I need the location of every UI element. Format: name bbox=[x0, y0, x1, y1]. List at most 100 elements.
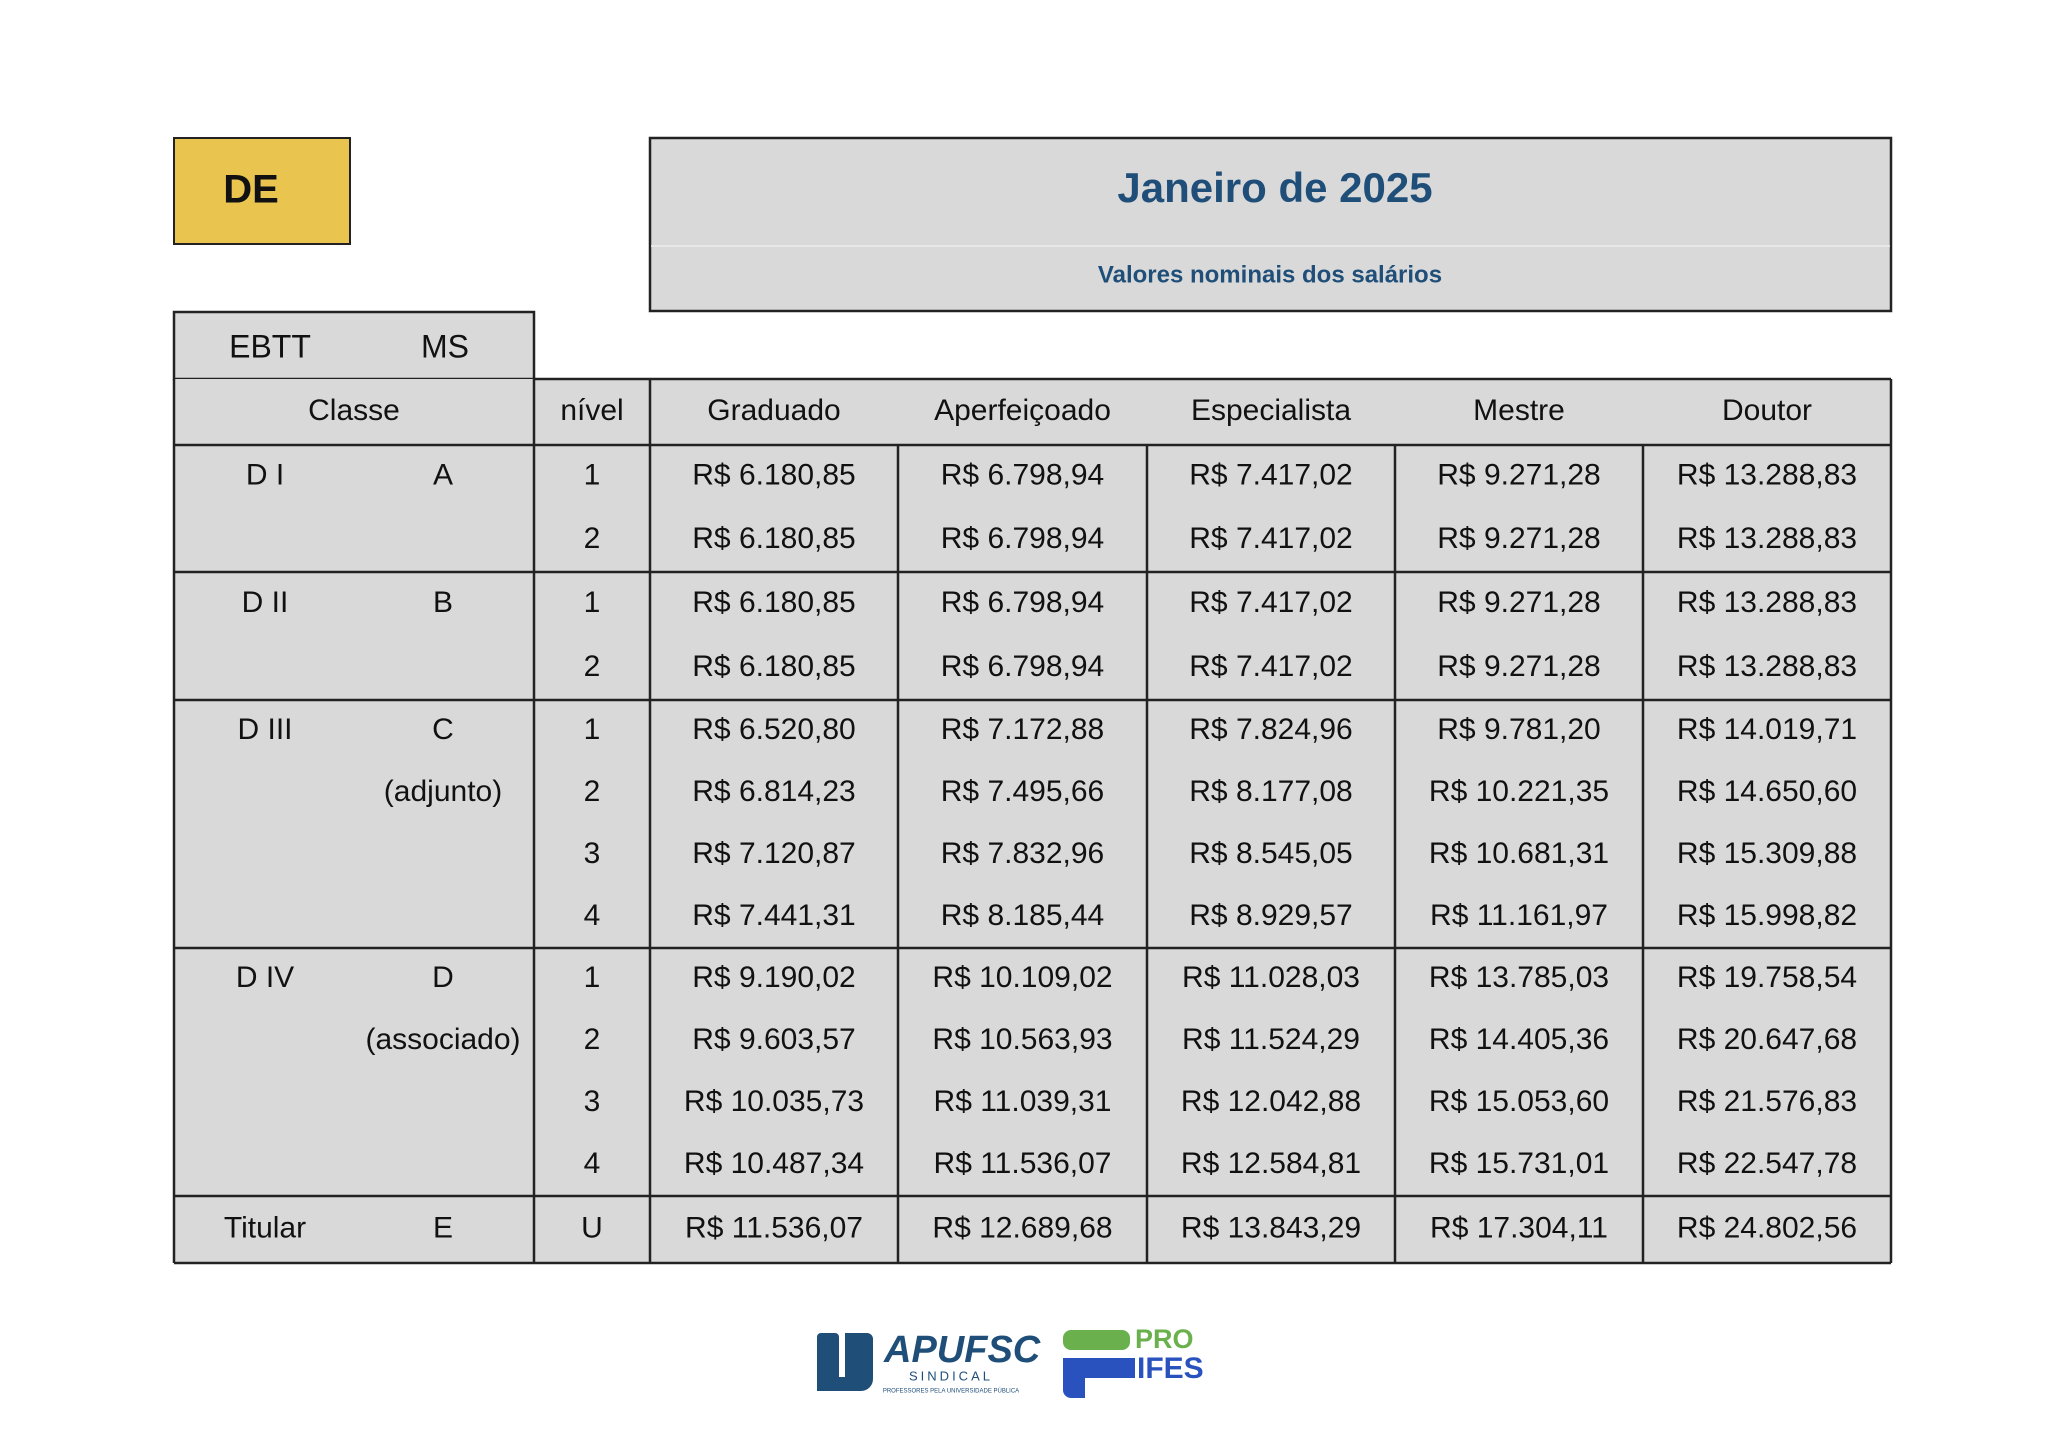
column-header: nível bbox=[560, 394, 623, 427]
salary: R$ 17.304,11 bbox=[1430, 1211, 1608, 1244]
column-header: Aperfeiçoado bbox=[934, 394, 1111, 427]
level: 1 bbox=[584, 586, 601, 619]
salary: R$ 14.650,60 bbox=[1677, 775, 1857, 808]
salary: R$ 7.832,96 bbox=[941, 837, 1104, 870]
salary: R$ 13.843,29 bbox=[1181, 1211, 1361, 1244]
ms-class-label: A bbox=[433, 459, 453, 492]
salary: R$ 13.288,83 bbox=[1677, 459, 1857, 492]
column-header: Graduado bbox=[707, 394, 840, 427]
salary: R$ 15.998,82 bbox=[1677, 899, 1857, 932]
salary: R$ 7.824,96 bbox=[1189, 713, 1352, 746]
salary: R$ 6.180,85 bbox=[692, 650, 855, 683]
level: 2 bbox=[584, 522, 601, 555]
ms-class-label: E bbox=[433, 1211, 453, 1244]
salary: R$ 6.798,94 bbox=[941, 650, 1104, 683]
level: 1 bbox=[584, 713, 601, 746]
salary: R$ 24.802,56 bbox=[1677, 1211, 1857, 1244]
salary: R$ 13.785,03 bbox=[1429, 961, 1609, 994]
column-header: Classe bbox=[308, 394, 400, 427]
class-label: D I bbox=[246, 459, 284, 492]
salary: R$ 14.405,36 bbox=[1429, 1023, 1609, 1056]
salary: R$ 13.288,83 bbox=[1677, 522, 1857, 555]
salary: R$ 20.647,68 bbox=[1677, 1023, 1857, 1056]
salary: R$ 6.180,85 bbox=[692, 586, 855, 619]
salary: R$ 9.190,02 bbox=[692, 961, 855, 994]
level: 3 bbox=[584, 837, 601, 870]
salary: R$ 9.781,20 bbox=[1437, 713, 1600, 746]
ms-class-label: D bbox=[432, 961, 454, 994]
logo-text: PROFESSORES PELA UNIVERSIDADE PÚBLICA bbox=[883, 1388, 1019, 1395]
salary: R$ 15.309,88 bbox=[1677, 837, 1857, 870]
column-header: Mestre bbox=[1473, 394, 1565, 427]
apufsc-logo: APUFSC SINDICAL PROFESSORES PELA UNIVERS… bbox=[817, 1329, 1041, 1395]
salary: R$ 7.172,88 bbox=[941, 713, 1104, 746]
ms-class-label: C bbox=[432, 713, 454, 746]
subtitle: Valores nominais dos salários bbox=[1098, 261, 1442, 288]
salary: R$ 19.758,54 bbox=[1677, 961, 1857, 994]
salary: R$ 22.547,78 bbox=[1677, 1147, 1857, 1180]
salary: R$ 10.221,35 bbox=[1429, 775, 1609, 808]
level: 1 bbox=[584, 961, 601, 994]
salary: R$ 11.536,07 bbox=[934, 1147, 1112, 1180]
level: 4 bbox=[584, 1147, 601, 1180]
salary: R$ 10.109,02 bbox=[932, 961, 1112, 994]
salary: R$ 7.417,02 bbox=[1189, 459, 1352, 492]
salary: R$ 7.441,31 bbox=[692, 899, 855, 932]
logo-text: SINDICAL bbox=[909, 1368, 993, 1383]
salary: R$ 11.028,03 bbox=[1182, 961, 1360, 994]
salary: R$ 6.520,80 bbox=[692, 713, 855, 746]
salary: R$ 21.576,83 bbox=[1677, 1085, 1857, 1118]
salary: R$ 7.417,02 bbox=[1189, 522, 1352, 555]
column-header: Doutor bbox=[1722, 394, 1812, 427]
level: U bbox=[581, 1211, 603, 1244]
salary: R$ 9.271,28 bbox=[1437, 522, 1600, 555]
salary: R$ 15.731,01 bbox=[1429, 1147, 1609, 1180]
salary: R$ 9.271,28 bbox=[1437, 650, 1600, 683]
salary: R$ 9.271,28 bbox=[1437, 586, 1600, 619]
level: 4 bbox=[584, 899, 601, 932]
salary: R$ 9.271,28 bbox=[1437, 459, 1600, 492]
salary: R$ 10.681,31 bbox=[1429, 837, 1609, 870]
salary: R$ 14.019,71 bbox=[1677, 713, 1857, 746]
salary: R$ 11.536,07 bbox=[685, 1211, 863, 1244]
logo-shape bbox=[1063, 1330, 1130, 1350]
salary: R$ 13.288,83 bbox=[1677, 650, 1857, 683]
salary: R$ 13.288,83 bbox=[1677, 586, 1857, 619]
salary: R$ 6.180,85 bbox=[692, 459, 855, 492]
salary: R$ 6.180,85 bbox=[692, 522, 855, 555]
salary: R$ 10.487,34 bbox=[684, 1147, 864, 1180]
salary: R$ 11.161,97 bbox=[1430, 899, 1608, 932]
salary: R$ 7.417,02 bbox=[1189, 650, 1352, 683]
level: 2 bbox=[584, 650, 601, 683]
career-ebtt: EBTT bbox=[229, 328, 311, 364]
salary: R$ 11.524,29 bbox=[1182, 1023, 1360, 1056]
salary: R$ 7.417,02 bbox=[1189, 586, 1352, 619]
logo-shape bbox=[817, 1333, 873, 1391]
class-label: Titular bbox=[224, 1211, 306, 1244]
salary: R$ 8.185,44 bbox=[941, 899, 1104, 932]
level: 1 bbox=[584, 459, 601, 492]
salary: R$ 8.545,05 bbox=[1189, 837, 1352, 870]
salary: R$ 6.798,94 bbox=[941, 522, 1104, 555]
salary: R$ 10.035,73 bbox=[684, 1085, 864, 1118]
level: 2 bbox=[584, 1023, 601, 1056]
salary: R$ 6.814,23 bbox=[692, 775, 855, 808]
logo-text: PRO bbox=[1135, 1324, 1194, 1354]
level: 2 bbox=[584, 775, 601, 808]
title-box bbox=[648, 136, 1893, 313]
salary: R$ 6.798,94 bbox=[941, 586, 1104, 619]
salary: R$ 10.563,93 bbox=[932, 1023, 1112, 1056]
table-bg bbox=[174, 379, 1891, 1263]
salary: R$ 9.603,57 bbox=[692, 1023, 855, 1056]
ms-class-note: (associado) bbox=[365, 1023, 520, 1056]
salary: R$ 7.120,87 bbox=[692, 837, 855, 870]
class-label: D II bbox=[242, 586, 289, 619]
salary: R$ 7.495,66 bbox=[941, 775, 1104, 808]
ms-class-note: (adjunto) bbox=[384, 775, 502, 808]
class-label: D III bbox=[237, 713, 292, 746]
salary: R$ 8.177,08 bbox=[1189, 775, 1352, 808]
salary: R$ 12.042,88 bbox=[1181, 1085, 1361, 1118]
career-box bbox=[172, 310, 536, 381]
logo-shape bbox=[817, 1333, 839, 1391]
